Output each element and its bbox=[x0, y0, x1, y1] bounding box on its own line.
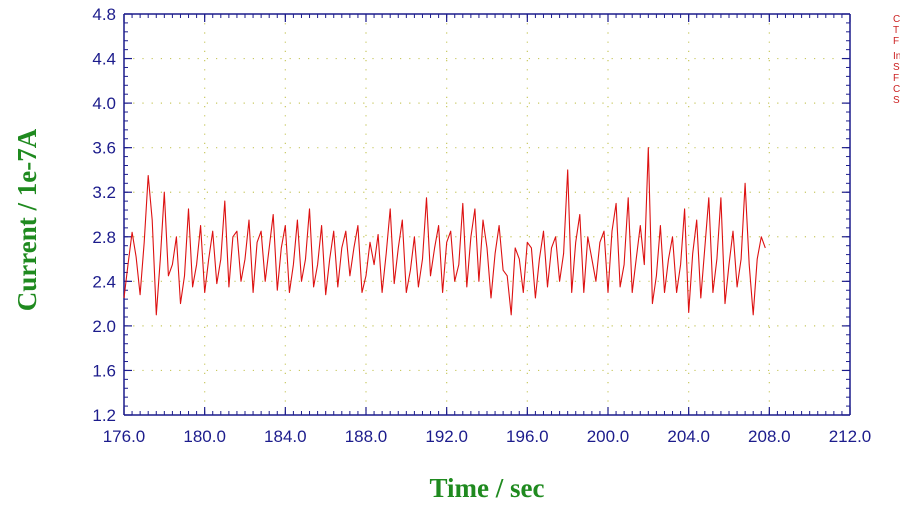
y-tick-label: 2.4 bbox=[92, 272, 116, 291]
x-tick-label: 208.0 bbox=[748, 427, 791, 446]
y-tick-label: 4.0 bbox=[92, 94, 116, 113]
x-tick-label: 180.0 bbox=[183, 427, 226, 446]
y-tick-label: 1.6 bbox=[92, 361, 116, 380]
x-axis-title: Time / sec bbox=[430, 473, 545, 503]
x-tick-label: 212.0 bbox=[829, 427, 872, 446]
x-tick-label: 188.0 bbox=[345, 427, 388, 446]
grid bbox=[124, 14, 850, 415]
side-annotation-text: F bbox=[893, 73, 899, 84]
side-annotation-text: In bbox=[893, 51, 900, 62]
side-annotation-text: T bbox=[893, 25, 899, 36]
side-annotation-text: S bbox=[893, 62, 900, 73]
y-tick-label: 3.6 bbox=[92, 139, 116, 158]
x-tick-label: 204.0 bbox=[667, 427, 710, 446]
y-tick-label: 2.8 bbox=[92, 228, 116, 247]
x-tick-label: 196.0 bbox=[506, 427, 549, 446]
side-annotation-text: C bbox=[893, 84, 900, 95]
y-tick-label: 4.8 bbox=[92, 5, 116, 24]
x-tick-label: 176.0 bbox=[103, 427, 146, 446]
x-tick-label: 184.0 bbox=[264, 427, 307, 446]
ticks bbox=[123, 13, 851, 416]
x-tick-label: 200.0 bbox=[587, 427, 630, 446]
side-annotation-text: S bbox=[893, 95, 900, 106]
x-tick-label: 192.0 bbox=[425, 427, 468, 446]
y-tick-label: 1.2 bbox=[92, 406, 116, 425]
side-annotation-text: F bbox=[893, 36, 899, 47]
axes bbox=[123, 13, 851, 416]
y-tick-label: 2.0 bbox=[92, 317, 116, 336]
y-tick-label: 3.2 bbox=[92, 183, 116, 202]
side-annotation-text: C bbox=[893, 14, 900, 25]
tick-labels: 176.0 180.0 184.0 188.0 192.0 196.0 200.0 204.0… bbox=[92, 5, 871, 446]
y-tick-label: 4.4 bbox=[92, 50, 116, 69]
series-line bbox=[123, 147, 766, 316]
y-axis-title: Current / 1e-7A bbox=[12, 128, 42, 311]
series-layer bbox=[123, 147, 766, 316]
